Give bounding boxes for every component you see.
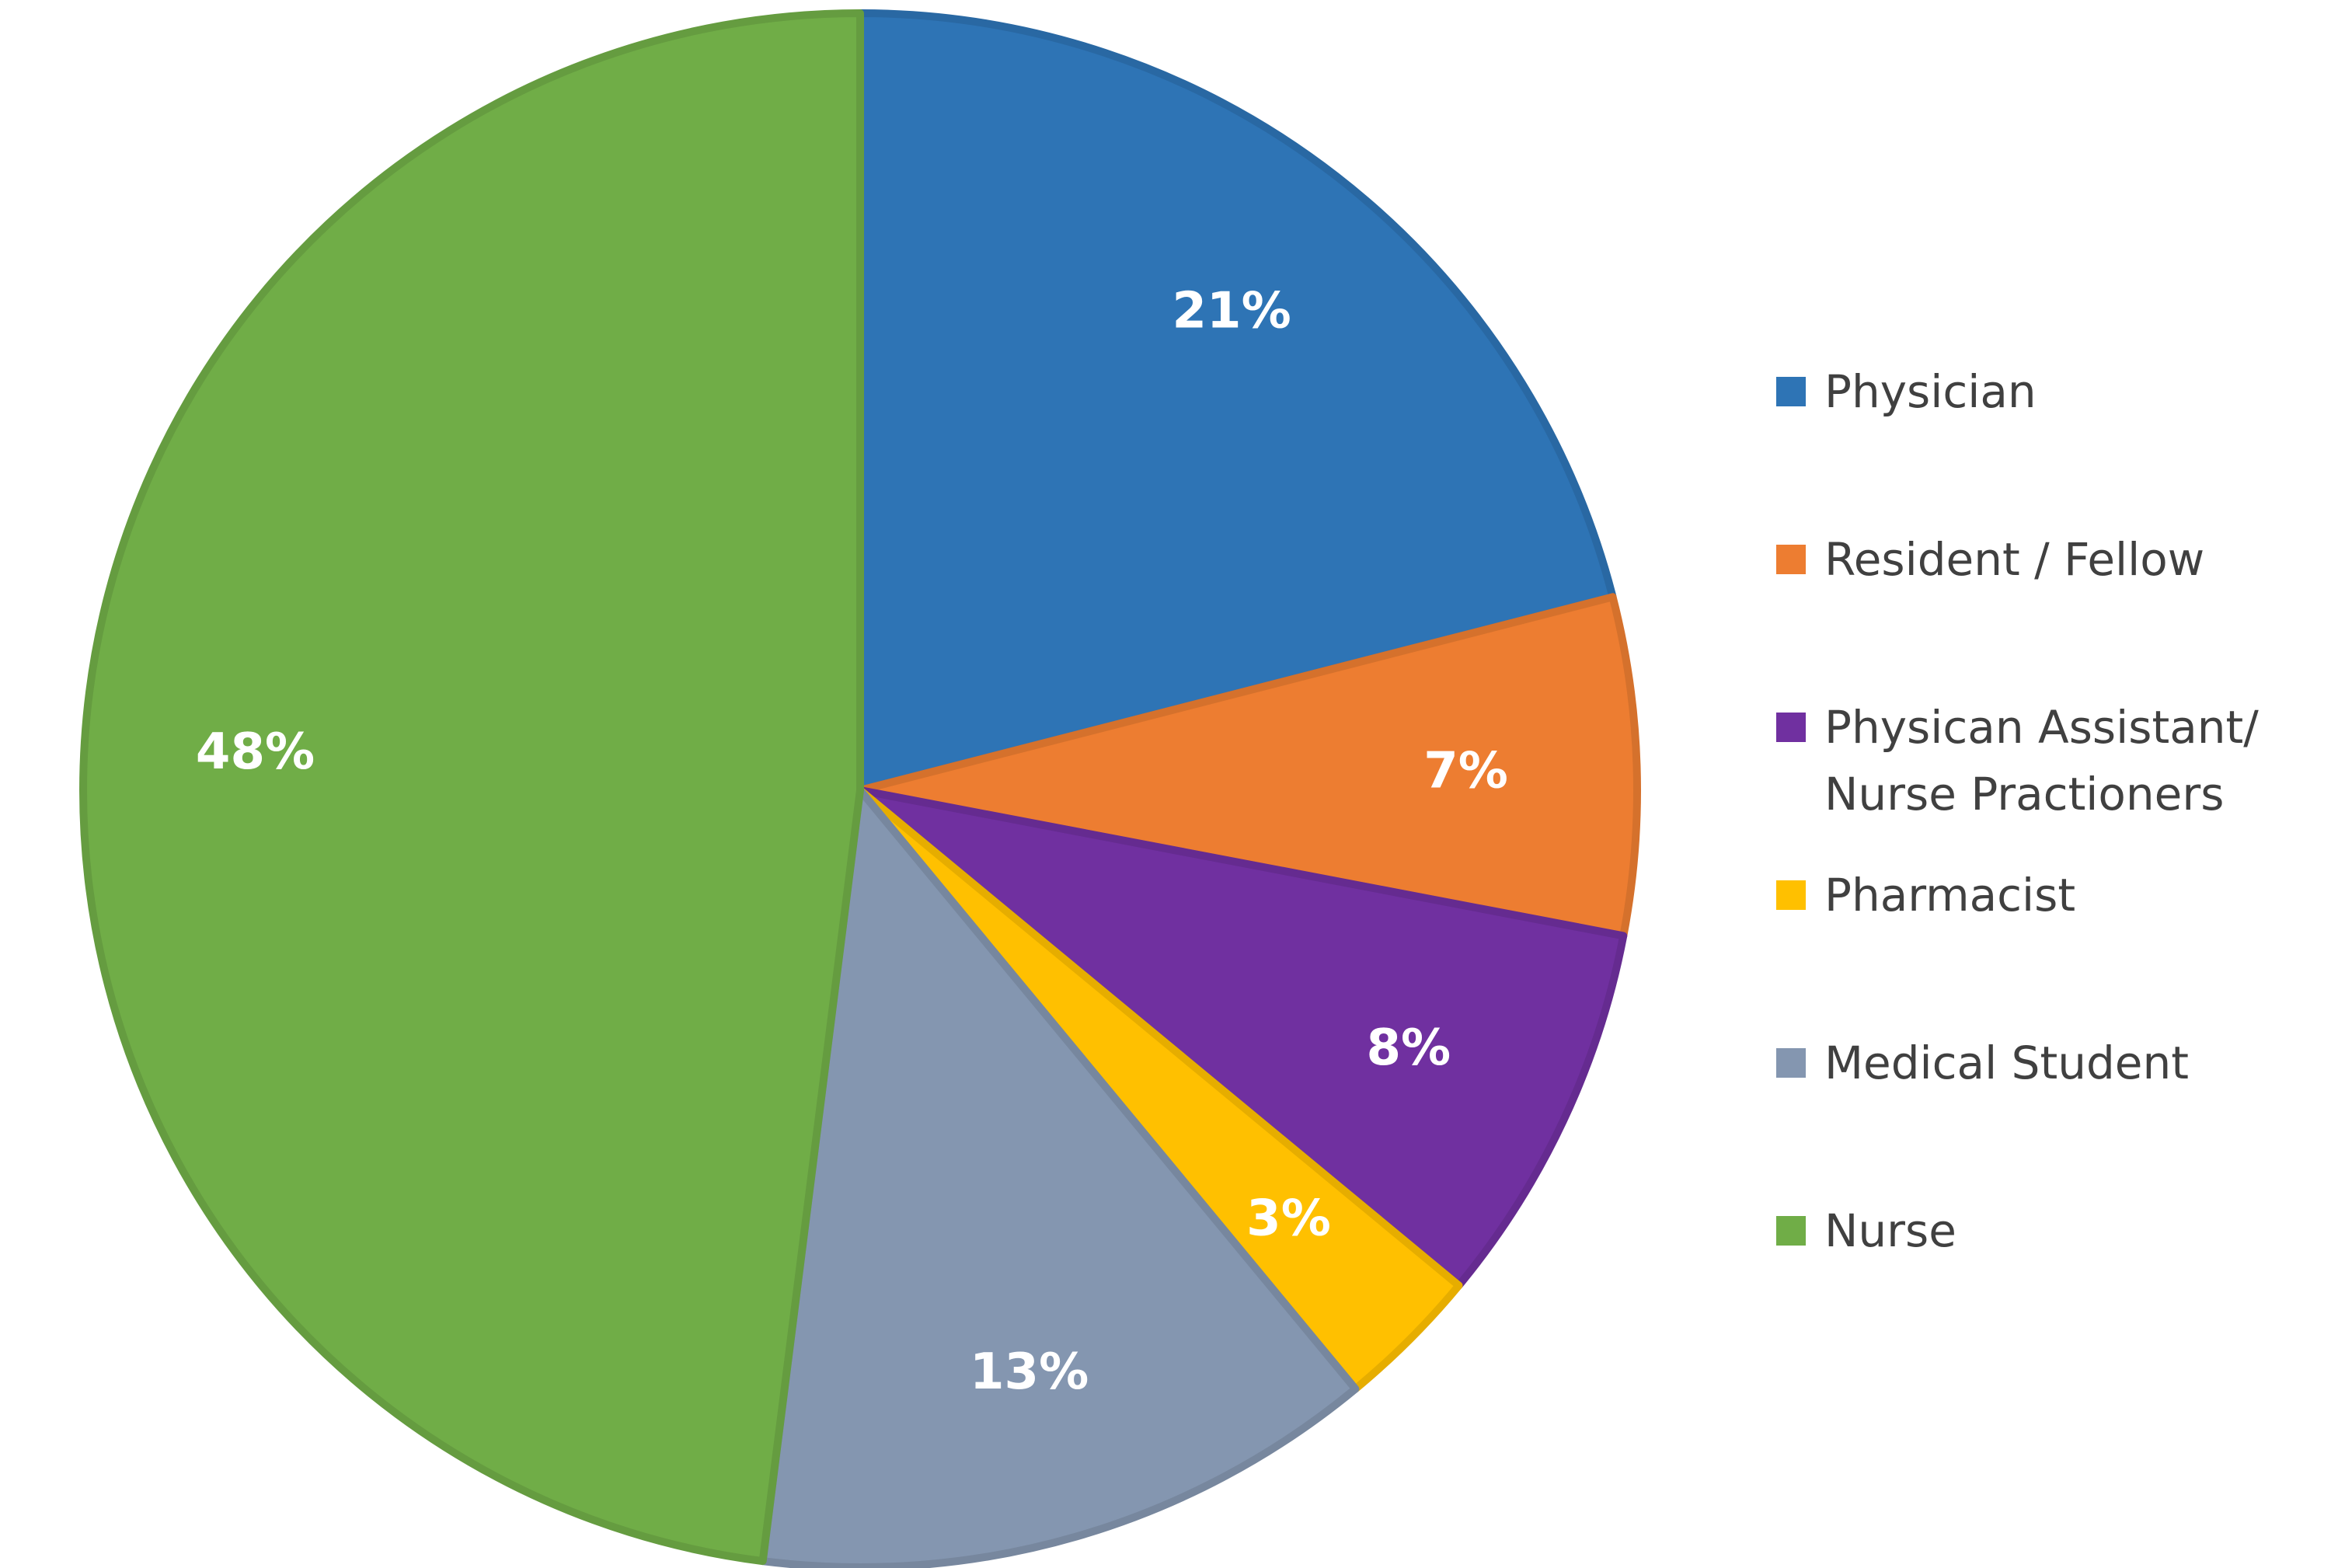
legend-swatch-medical-student	[1776, 1048, 1806, 1078]
pie-slice-physician	[856, 9, 1617, 794]
legend-swatch-pharmacist	[1776, 880, 1806, 910]
slice-label-nurse: 48%	[196, 723, 315, 781]
legend-label-physican-assistant-nurse-practioners: Physican Assistant/Nurse Practioners	[1824, 701, 2259, 821]
slice-labels: 21% 7% 8% 3% 13% 48%	[196, 283, 1508, 1401]
pie-slice-physican-assistant-nurse-practioners	[856, 786, 1628, 1290]
legend-label-resident-fellow: Resident / Fellow	[1824, 533, 2204, 586]
legend-swatch-physican-assistant-nurse-practioners	[1776, 713, 1806, 742]
pie-slice-medical-student	[758, 786, 1360, 1568]
legend-label-medical-student: Medical Student	[1824, 1037, 2189, 1089]
legend-item-nurse: Nurse	[1776, 1204, 1956, 1257]
legend-item-physician: Physician	[1776, 365, 2037, 418]
pie-slice-nurse	[79, 9, 864, 1566]
legend-item-resident-fellow: Resident / Fellow	[1776, 533, 2204, 586]
legend-swatch-physician	[1776, 377, 1806, 406]
legend-swatch-nurse	[1776, 1216, 1806, 1246]
legend: Physician Resident / Fellow Physican Assis…	[1776, 365, 2259, 1257]
legend-item-pharmacist: Pharmacist	[1776, 869, 2075, 922]
legend-label-pharmacist: Pharmacist	[1824, 869, 2075, 922]
slice-label-medical-student: 13%	[970, 1343, 1089, 1401]
legend-swatch-resident-fellow	[1776, 545, 1806, 574]
pie-slices	[79, 9, 1641, 1568]
slice-label-physican-assistant-nurse-practioners: 8%	[1366, 1019, 1451, 1077]
slice-label-pharmacist: 3%	[1246, 1190, 1331, 1248]
legend-label-nurse: Nurse	[1824, 1204, 1956, 1257]
legend-label-physician: Physician	[1824, 365, 2037, 418]
legend-item-medical-student: Medical Student	[1776, 1037, 2189, 1089]
slice-label-resident-fellow: 7%	[1423, 743, 1508, 800]
pie-slice-resident-fellow	[856, 593, 1641, 940]
slice-label-physician: 21%	[1172, 283, 1291, 340]
legend-item-physican-assistant-nurse-practioners: Physican Assistant/Nurse Practioners	[1776, 701, 2259, 821]
